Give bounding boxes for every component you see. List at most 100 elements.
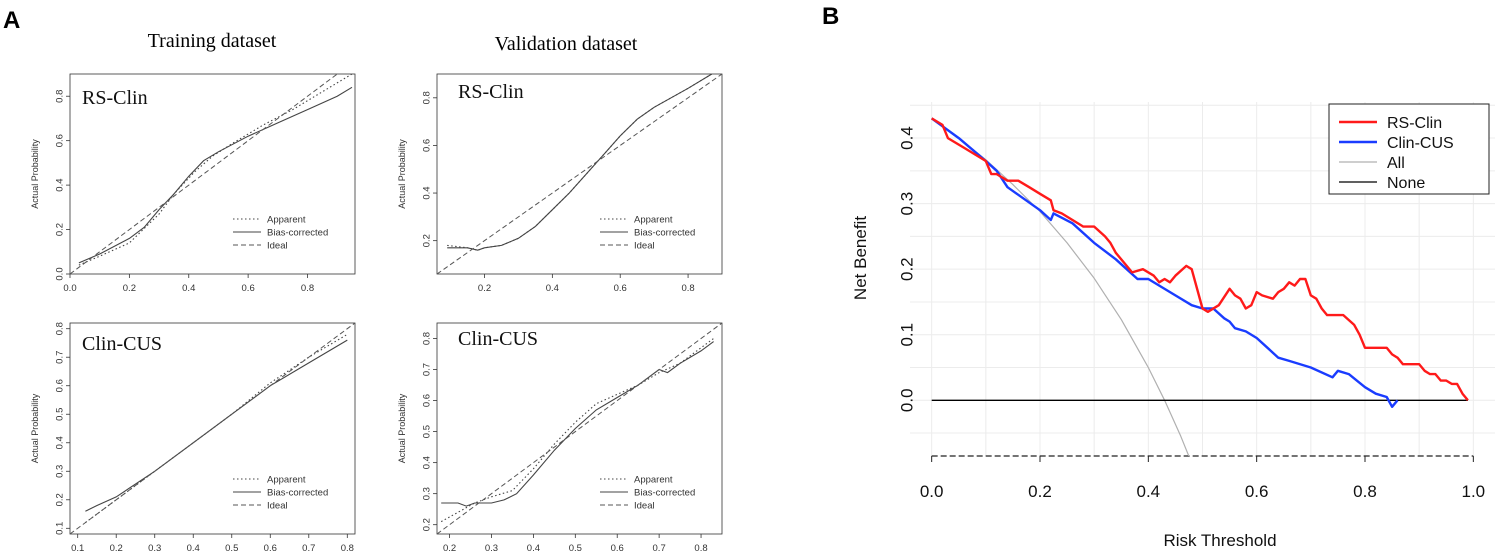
legend-label-bias-corrected: Bias-corrected [634,488,695,499]
panel-a-label: A [3,7,20,34]
x-tick-label: 0.8 [341,543,354,554]
plot-frame [69,322,356,535]
legend-label-ideal: Ideal [267,501,288,512]
y-tick-label: 0.1 [897,323,916,347]
x-tick-label: 0.0 [63,283,76,294]
x-tick-label: 0.6 [1245,482,1269,501]
series-line-ideal [70,74,339,274]
y-tick-label: 0.4 [422,456,433,469]
y-tick-label: 0.5 [55,408,66,421]
x-tick-label: 0.2 [443,543,456,554]
plot-frame [436,322,723,535]
legend-box [1328,103,1490,195]
y-tick-label: 0.5 [422,425,433,438]
x-tick-label: 0.1 [71,543,84,554]
series-group [437,323,722,534]
y-tick-label: 0.2 [55,493,66,506]
y-tick-label: 0.3 [422,487,433,500]
x-tick-label: 0.5 [225,543,238,554]
y-tick-label: 0.2 [422,234,433,247]
training-column-title: Training dataset [148,30,277,52]
x-tick-label: 0.3 [485,543,498,554]
series-line-bias-corrected [447,74,713,251]
x-tick-label: 0.2 [123,283,136,294]
panel-model-label: RS-Clin [82,87,148,109]
x-tick-label: 0.3 [148,543,161,554]
x-tick-label: 0.2 [478,283,491,294]
series-group [70,74,353,274]
legend-label-bias-corrected: Bias-corrected [267,488,328,499]
series-line-rs-clin [931,117,1469,402]
legend-label-apparent: Apparent [267,215,306,226]
y-tick-label: 0.6 [422,139,433,152]
x-tick-label: 0.7 [302,543,315,554]
series-line-apparent [440,338,714,523]
y-tick-label: 0.8 [55,90,66,103]
panel-model-label: RS-Clin [458,81,524,103]
legend-label-apparent: Apparent [634,215,673,226]
series-group [930,117,1469,456]
y-tick-label: 0.4 [55,436,66,449]
series-line-ideal [437,323,722,534]
y-tick-label: 0.3 [897,192,916,216]
x-tick-label: 0.5 [569,543,582,554]
y-tick-label: 0.3 [55,465,66,478]
y-tick-label: 0.1 [55,522,66,535]
x-tick-label: 0.6 [611,543,624,554]
y-tick-label: 0.4 [897,126,916,150]
legend-label-ideal: Ideal [267,241,288,252]
calibration-plot-training-rs-clin: 0.0 0.2 0.4 0.6 0.8 0.0 0.2 0.4 0.6 0.8 Actual Pro… [30,73,356,294]
plot-frame [436,73,723,275]
y-tick-label: 0.6 [55,379,66,392]
x-tick-label: 0.8 [681,283,694,294]
y-tick-label: 0.7 [55,351,66,364]
legend-label-bias-corrected: Bias-corrected [634,228,695,239]
y-tick-label: 0.8 [422,91,433,104]
x-tick-label: 0.6 [242,283,255,294]
y-tick-label: 0.8 [55,322,66,335]
x-tick-label: 0.4 [1137,482,1161,501]
y-tick-label: 0.0 [55,267,66,280]
x-tick-label: 0.7 [653,543,666,554]
x-tick-label: 0.8 [301,283,314,294]
y-tick-label: 0.4 [55,179,66,192]
y-tick-label: 0.0 [897,388,916,412]
x-tick-label: 0.6 [264,543,277,554]
x-tick-label: 0.8 [694,543,707,554]
legend-label-bias-corrected: Bias-corrected [267,228,328,239]
series-line-bias-corrected [441,341,714,507]
series-line-ideal [70,323,355,534]
x-tick-label: 0.4 [182,283,195,294]
x-tick-label: 0.4 [546,283,559,294]
y-tick-label: 0.6 [55,134,66,147]
y-tick-label: 0.6 [422,394,433,407]
x-tick-label: 0.0 [920,482,944,501]
legend-label-none: None [1387,175,1425,192]
y-tick-label: 0.4 [422,186,433,199]
calibration-plot-validation-rs-clin: 0.2 0.4 0.6 0.8 0.2 0.4 0.6 0.8 Actual Probabili… [397,73,723,294]
legend-label-apparent: Apparent [634,475,673,486]
decision-curve-plot: 0.0 0.2 0.4 0.6 0.8 1.0 0.0 0.1 0.2 0.3 0.4 Risk Th… [851,102,1495,550]
legend-label-rs-clin: RS-Clin [1387,115,1442,132]
x-tick-label: 0.6 [614,283,627,294]
x-axis-title: Risk Threshold [1163,531,1276,550]
calibration-plot-training-clin-cus: 0.1 0.2 0.3 0.4 0.5 0.6 0.7 0.8 0.1 0.2 0.3 0.4 0.5 0… [30,322,356,554]
series-line-bias-corrected [78,86,353,264]
panel-model-label: Clin-CUS [458,328,538,350]
y-tick-label: 0.2 [422,518,433,531]
x-tick-label: 0.4 [187,543,200,554]
panel-model-label: Clin-CUS [82,333,162,355]
x-tick-label: 0.2 [110,543,123,554]
calibration-plot-validation-clin-cus: 0.2 0.3 0.4 0.5 0.6 0.7 0.8 0.2 0.3 0.4 0.5 0.6 0.7 0… [397,322,723,554]
series-group [70,323,355,534]
y-axis-title: Actual Probability [397,139,407,209]
x-tick-label: 0.8 [1353,482,1377,501]
y-axis-title: Actual Probability [397,393,407,463]
legend-label-clin-cus: Clin-CUS [1387,135,1454,152]
series-line-ideal [437,74,722,274]
plot-frame [69,73,356,275]
y-tick-label: 0.2 [897,257,916,281]
legend-label-apparent: Apparent [267,475,306,486]
legend-label-ideal: Ideal [634,501,655,512]
